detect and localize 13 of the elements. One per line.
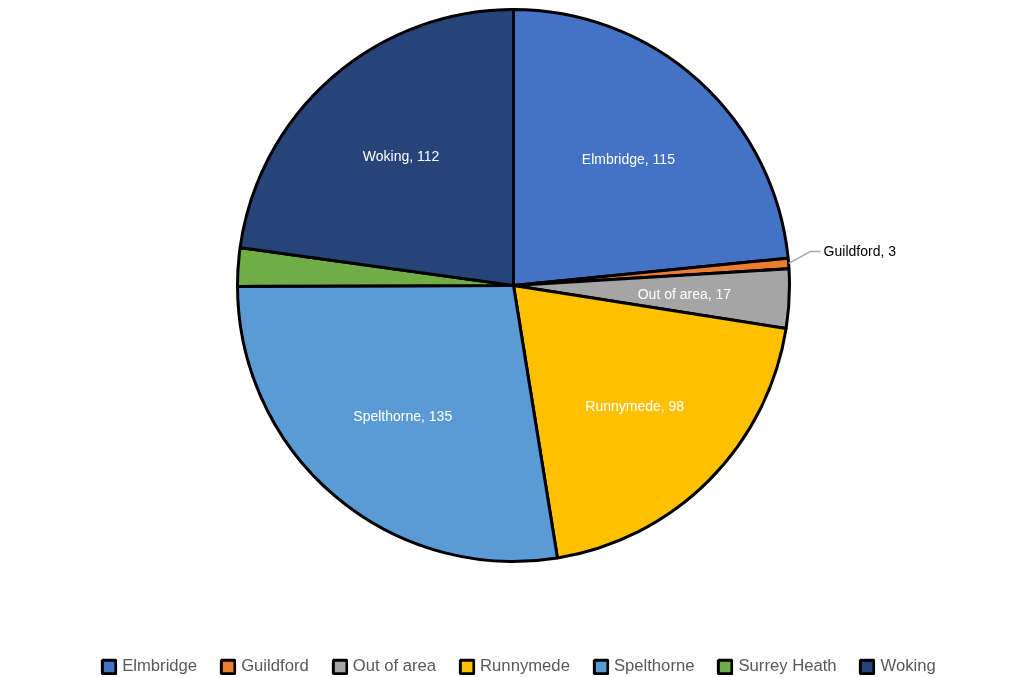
data-label: Guildford, 3 xyxy=(823,243,897,260)
legend-label: Out of area xyxy=(352,656,437,676)
legend-label: Runnymede xyxy=(480,656,570,676)
data-label: Out of area, 17 xyxy=(637,285,732,302)
legend-label: Elmbridge xyxy=(122,656,198,676)
legend-label: Spelthorne xyxy=(613,656,695,676)
data-label: Elmbridge, 115 xyxy=(581,150,676,167)
data-label: Woking, 112 xyxy=(362,148,440,165)
data-label: Runnymede, 98 xyxy=(585,398,685,415)
legend-label: Guildford xyxy=(241,656,309,676)
legend-label: Woking xyxy=(880,656,936,676)
data-label: Spelthorne, 135 xyxy=(353,407,453,424)
legend-label: Surrey Heath xyxy=(738,656,837,676)
